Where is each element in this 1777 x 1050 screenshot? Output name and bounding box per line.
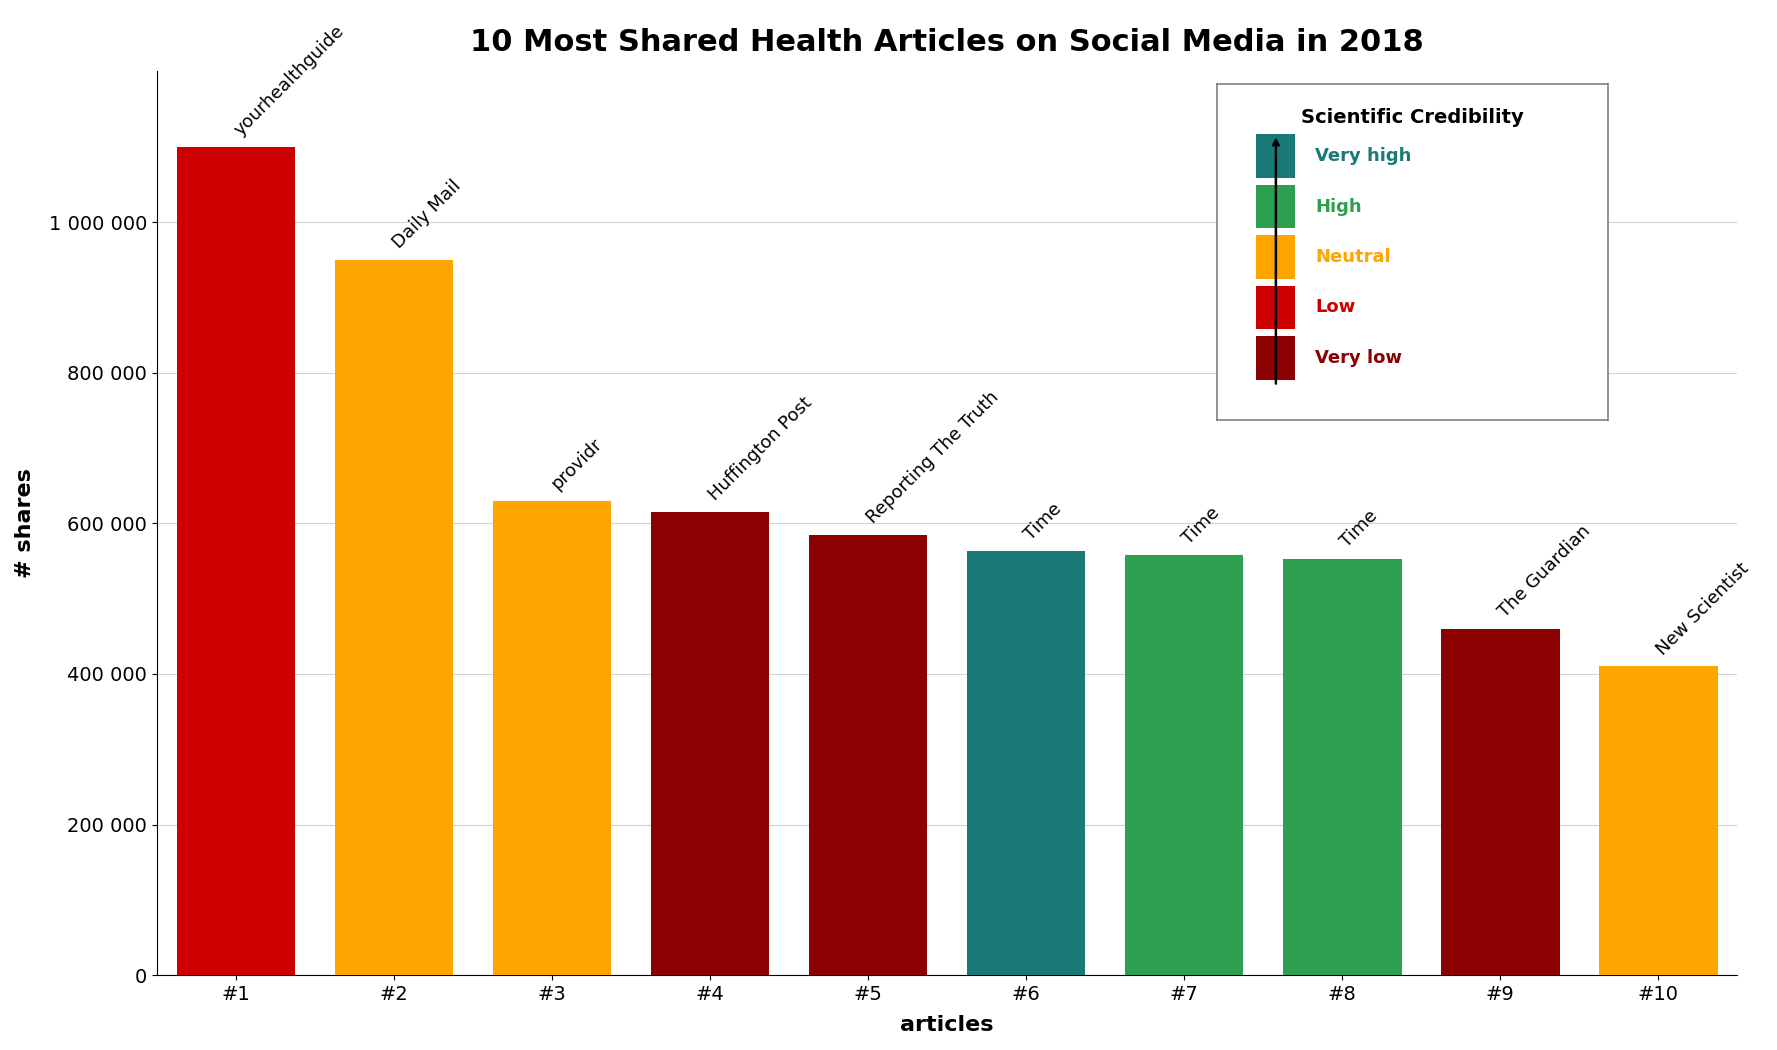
Title: 10 Most Shared Health Articles on Social Media in 2018: 10 Most Shared Health Articles on Social… bbox=[471, 27, 1423, 57]
Bar bbox=[1256, 185, 1295, 229]
Text: New Scientist: New Scientist bbox=[1654, 560, 1752, 659]
Bar bbox=[492, 501, 611, 975]
Text: Very high: Very high bbox=[1315, 147, 1411, 165]
Text: Time: Time bbox=[1338, 507, 1381, 551]
Text: providr: providr bbox=[547, 435, 606, 494]
Text: yourhealthguide: yourhealthguide bbox=[231, 22, 348, 140]
Bar bbox=[334, 259, 453, 975]
Y-axis label: # shares: # shares bbox=[14, 468, 36, 579]
Bar bbox=[967, 551, 1086, 975]
Text: High: High bbox=[1315, 197, 1361, 215]
X-axis label: articles: articles bbox=[901, 1015, 993, 1035]
Bar bbox=[176, 147, 295, 975]
Text: Neutral: Neutral bbox=[1315, 248, 1391, 266]
Text: The Guardian: The Guardian bbox=[1496, 522, 1594, 622]
Text: Scientific Credibility: Scientific Credibility bbox=[1301, 107, 1525, 126]
Text: Low: Low bbox=[1315, 298, 1356, 316]
Text: Very low: Very low bbox=[1315, 349, 1402, 366]
Bar bbox=[1599, 667, 1718, 975]
Bar bbox=[1441, 629, 1560, 975]
Bar bbox=[1256, 235, 1295, 279]
Text: Time: Time bbox=[1180, 503, 1224, 547]
Bar bbox=[1125, 555, 1244, 975]
Bar bbox=[809, 534, 928, 975]
Bar bbox=[650, 512, 769, 975]
Bar bbox=[1256, 336, 1295, 380]
Text: Huffington Post: Huffington Post bbox=[705, 394, 816, 504]
Text: Daily Mail: Daily Mail bbox=[389, 176, 464, 252]
Bar bbox=[1283, 559, 1402, 975]
Bar bbox=[1256, 286, 1295, 330]
Text: Time: Time bbox=[1022, 500, 1066, 544]
Bar bbox=[1256, 134, 1295, 178]
Text: Reporting The Truth: Reporting The Truth bbox=[864, 388, 1002, 527]
